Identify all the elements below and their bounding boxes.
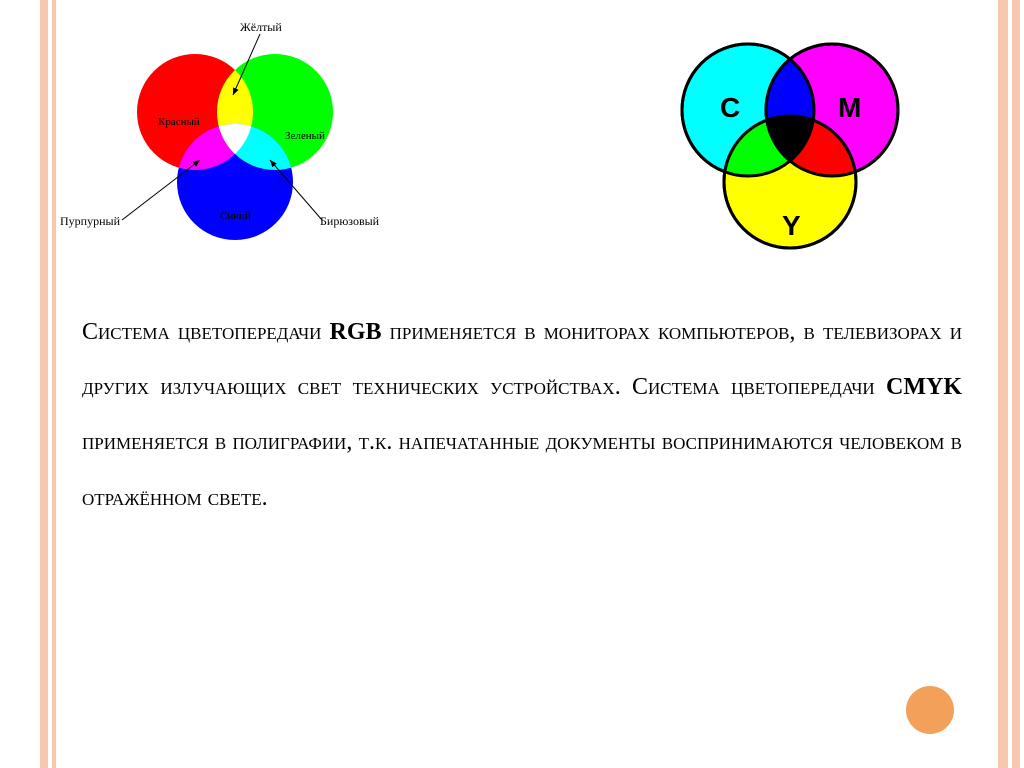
text-run: Система цветопередачи — [82, 319, 330, 345]
label-blue: Синий — [220, 210, 251, 222]
term-bold: RGB — [330, 319, 382, 345]
body-paragraph: Система цветопередачи RGB применяется в … — [82, 305, 962, 526]
label-yellow: Жёлтый — [240, 20, 282, 35]
stripe — [52, 0, 56, 768]
label-green: Зеленый — [285, 130, 325, 142]
rgb-venn-diagram: КрасныйЗеленыйСинийЖёлтыйПурпурныйБирюзо… — [70, 10, 390, 270]
label-y: Y — [782, 210, 801, 242]
decor-circle — [906, 686, 954, 734]
label-magenta: Пурпурный — [60, 214, 120, 229]
label-c: C — [720, 92, 740, 124]
stripe — [1012, 0, 1020, 768]
label-m: M — [838, 92, 861, 124]
stripe — [40, 0, 48, 768]
label-red: Красный — [158, 116, 200, 128]
stripe — [998, 0, 1008, 768]
label-cyan: Бирюзовый — [320, 214, 379, 229]
slide: Красный Зеленый Синий Жёлтый Пурпурный Бирюзо… — [0, 0, 1024, 768]
cmy-venn-diagram: C M Y — [640, 20, 940, 260]
text-run: применяется в полиграфии, т.к. напечатан… — [82, 429, 962, 510]
term-bold: CMYK — [886, 374, 962, 400]
